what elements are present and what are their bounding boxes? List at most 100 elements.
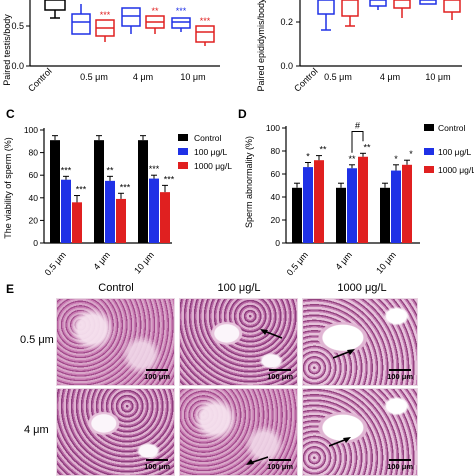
significance-label: *: [394, 154, 398, 164]
x-tick-label: 4 μm: [333, 250, 354, 272]
scale-label: 100 μm: [387, 372, 413, 381]
x-tick-label: 10 μm: [374, 250, 398, 276]
y-tick-label: 20: [271, 215, 281, 225]
y-tick-label: 40: [29, 193, 39, 203]
scale-label: 100 μm: [144, 462, 170, 471]
bar: [380, 187, 390, 243]
top-boxplots: Paired testis/body 0.5 0.0 *** ** *** **…: [2, 0, 462, 94]
significance-label: **: [363, 142, 371, 152]
arrow-icon: [260, 329, 282, 339]
panel-b-ytick: 0.0: [280, 61, 293, 71]
hist-col-control: Control: [98, 282, 134, 294]
panel-d-ylabel: Sperm abnormality (%): [244, 136, 254, 228]
bar: [292, 187, 302, 243]
x-tick-label: 0.5 μm: [285, 250, 310, 278]
bar: [72, 202, 82, 243]
legend-high: 1000 μg/L: [438, 165, 474, 175]
legend-control: Control: [438, 123, 466, 133]
bar: [94, 140, 104, 243]
bar: [358, 156, 368, 243]
y-tick-label: 0: [33, 238, 38, 248]
bar: [336, 187, 346, 243]
panel-b-xtick: 10 μm: [425, 72, 450, 82]
scale-label: 100 μm: [267, 462, 293, 471]
x-tick-label: 0.5 μm: [43, 250, 68, 278]
y-tick-label: 20: [29, 215, 39, 225]
bar: [138, 140, 148, 243]
panel-e-letter: E: [6, 282, 15, 296]
significance-label: *: [306, 152, 310, 162]
bar: [347, 168, 357, 243]
bar: [61, 179, 71, 243]
hist-row-05: 0.5 μm: [20, 334, 54, 346]
histology-image: 100 μm: [302, 388, 418, 476]
legend-low: 100 μg/L: [438, 147, 472, 157]
legend-control: Control: [194, 133, 222, 143]
bar: [402, 164, 412, 243]
legend-high: 1000 μg/L: [194, 161, 232, 171]
bar: [314, 160, 324, 243]
significance-label: *: [409, 149, 413, 159]
significance-label: **: [348, 154, 356, 164]
hist-col-low: 100 μg/L: [217, 282, 261, 294]
histology-image: 100 μm: [302, 298, 418, 386]
panel-a-star: **: [151, 6, 159, 16]
panel-a-ytick: 0.5: [11, 21, 24, 31]
panel-b-xtick: 4 μm: [380, 72, 400, 82]
arrow-icon: [246, 456, 268, 465]
scale-label: 100 μm: [267, 372, 293, 381]
panel-b-xtick: 0.5 μm: [324, 72, 352, 82]
scale-label: 100 μm: [144, 372, 170, 381]
y-tick-label: 0: [275, 238, 280, 248]
panel-c-letter: C: [6, 107, 15, 121]
y-tick-label: 60: [271, 169, 281, 179]
panel-b-ytick: 0.2: [280, 17, 293, 27]
panel-a-xtick: 4 μm: [133, 72, 153, 82]
bracket-label: #: [355, 120, 360, 130]
panel-a-ylabel: Paired testis/body: [2, 14, 12, 86]
panel-a-xtick: 10 μm: [180, 72, 205, 82]
bar: [105, 180, 115, 243]
significance-label: ***: [76, 185, 87, 195]
y-tick-label: 80: [271, 146, 281, 156]
significance-label: ***: [149, 164, 160, 174]
comparison-bracket: [351, 130, 364, 153]
bar: [303, 167, 313, 243]
panel-a-star: ***: [200, 16, 211, 26]
panel-c-ylabel: The viability of sperm (%): [3, 137, 13, 239]
hist-col-high: 1000 μg/L: [337, 282, 387, 294]
arrow-icon: [333, 349, 355, 359]
panel-a-star: ***: [100, 10, 111, 20]
bar: [149, 178, 159, 243]
y-tick-label: 60: [29, 170, 39, 180]
arrow-icon: [329, 437, 351, 447]
hist-row-4: 4 μm: [24, 424, 49, 436]
bar: [391, 170, 401, 243]
panel-c-legend: Control 100 μg/L 1000 μg/L: [178, 133, 232, 171]
y-tick-label: 40: [271, 192, 281, 202]
panel-a-ytick: 0.0: [11, 61, 24, 71]
histology-image: 100 μm: [56, 298, 175, 386]
histology-image: 100 μm: [56, 388, 175, 476]
scale-label: 100 μm: [387, 462, 413, 471]
bar: [160, 192, 170, 243]
histology-image: 100 μm: [179, 298, 298, 386]
y-tick-label: 100: [266, 123, 280, 133]
significance-label: ***: [120, 182, 131, 192]
y-tick-label: 80: [29, 148, 39, 158]
significance-label: **: [319, 145, 327, 155]
histology-image: 100 μm: [179, 388, 298, 476]
legend-low: 100 μg/L: [194, 147, 228, 157]
bar-charts: C D The viability of sperm (%) Sperm abn…: [3, 107, 474, 278]
panel-d-legend: Control 100 μg/L 1000 μg/L: [424, 123, 474, 175]
panel-a-star: ***: [176, 6, 187, 16]
y-tick-label: 100: [24, 125, 38, 135]
bar: [116, 198, 126, 243]
panel-b-ylabel: Paired epididymis/body: [256, 0, 266, 92]
x-tick-label: 4 μm: [91, 250, 112, 272]
panel-a-xtick: 0.5 μm: [80, 72, 108, 82]
significance-label: **: [106, 165, 114, 175]
x-tick-label: 10 μm: [132, 250, 156, 276]
